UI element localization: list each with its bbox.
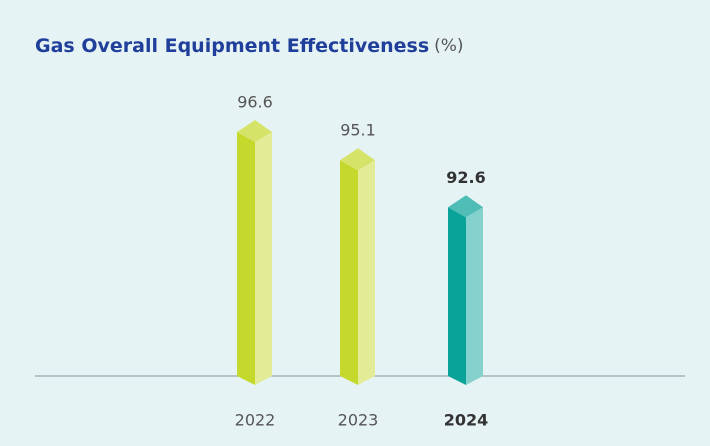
bar-top [340,148,375,171]
bar-front [237,132,255,385]
bar-side [358,160,375,385]
title-unit: (%) [434,36,463,56]
x-tick-label: 2024 [444,411,489,430]
bar-front [340,160,358,385]
bar-top [448,195,483,218]
x-tick-label: 2022 [235,411,276,430]
bar-top [237,120,272,142]
chart-title: Gas Overall Equipment Effectiveness (%) [35,35,464,57]
bar-side [466,207,483,385]
bar-front [448,207,466,385]
value-label: 92.6 [446,168,485,187]
value-label: 96.6 [237,93,273,112]
bar-side [255,132,272,385]
value-label: 95.1 [340,121,376,140]
title-main: Gas Overall Equipment Effectiveness [35,35,429,57]
x-tick-label: 2023 [338,411,379,430]
